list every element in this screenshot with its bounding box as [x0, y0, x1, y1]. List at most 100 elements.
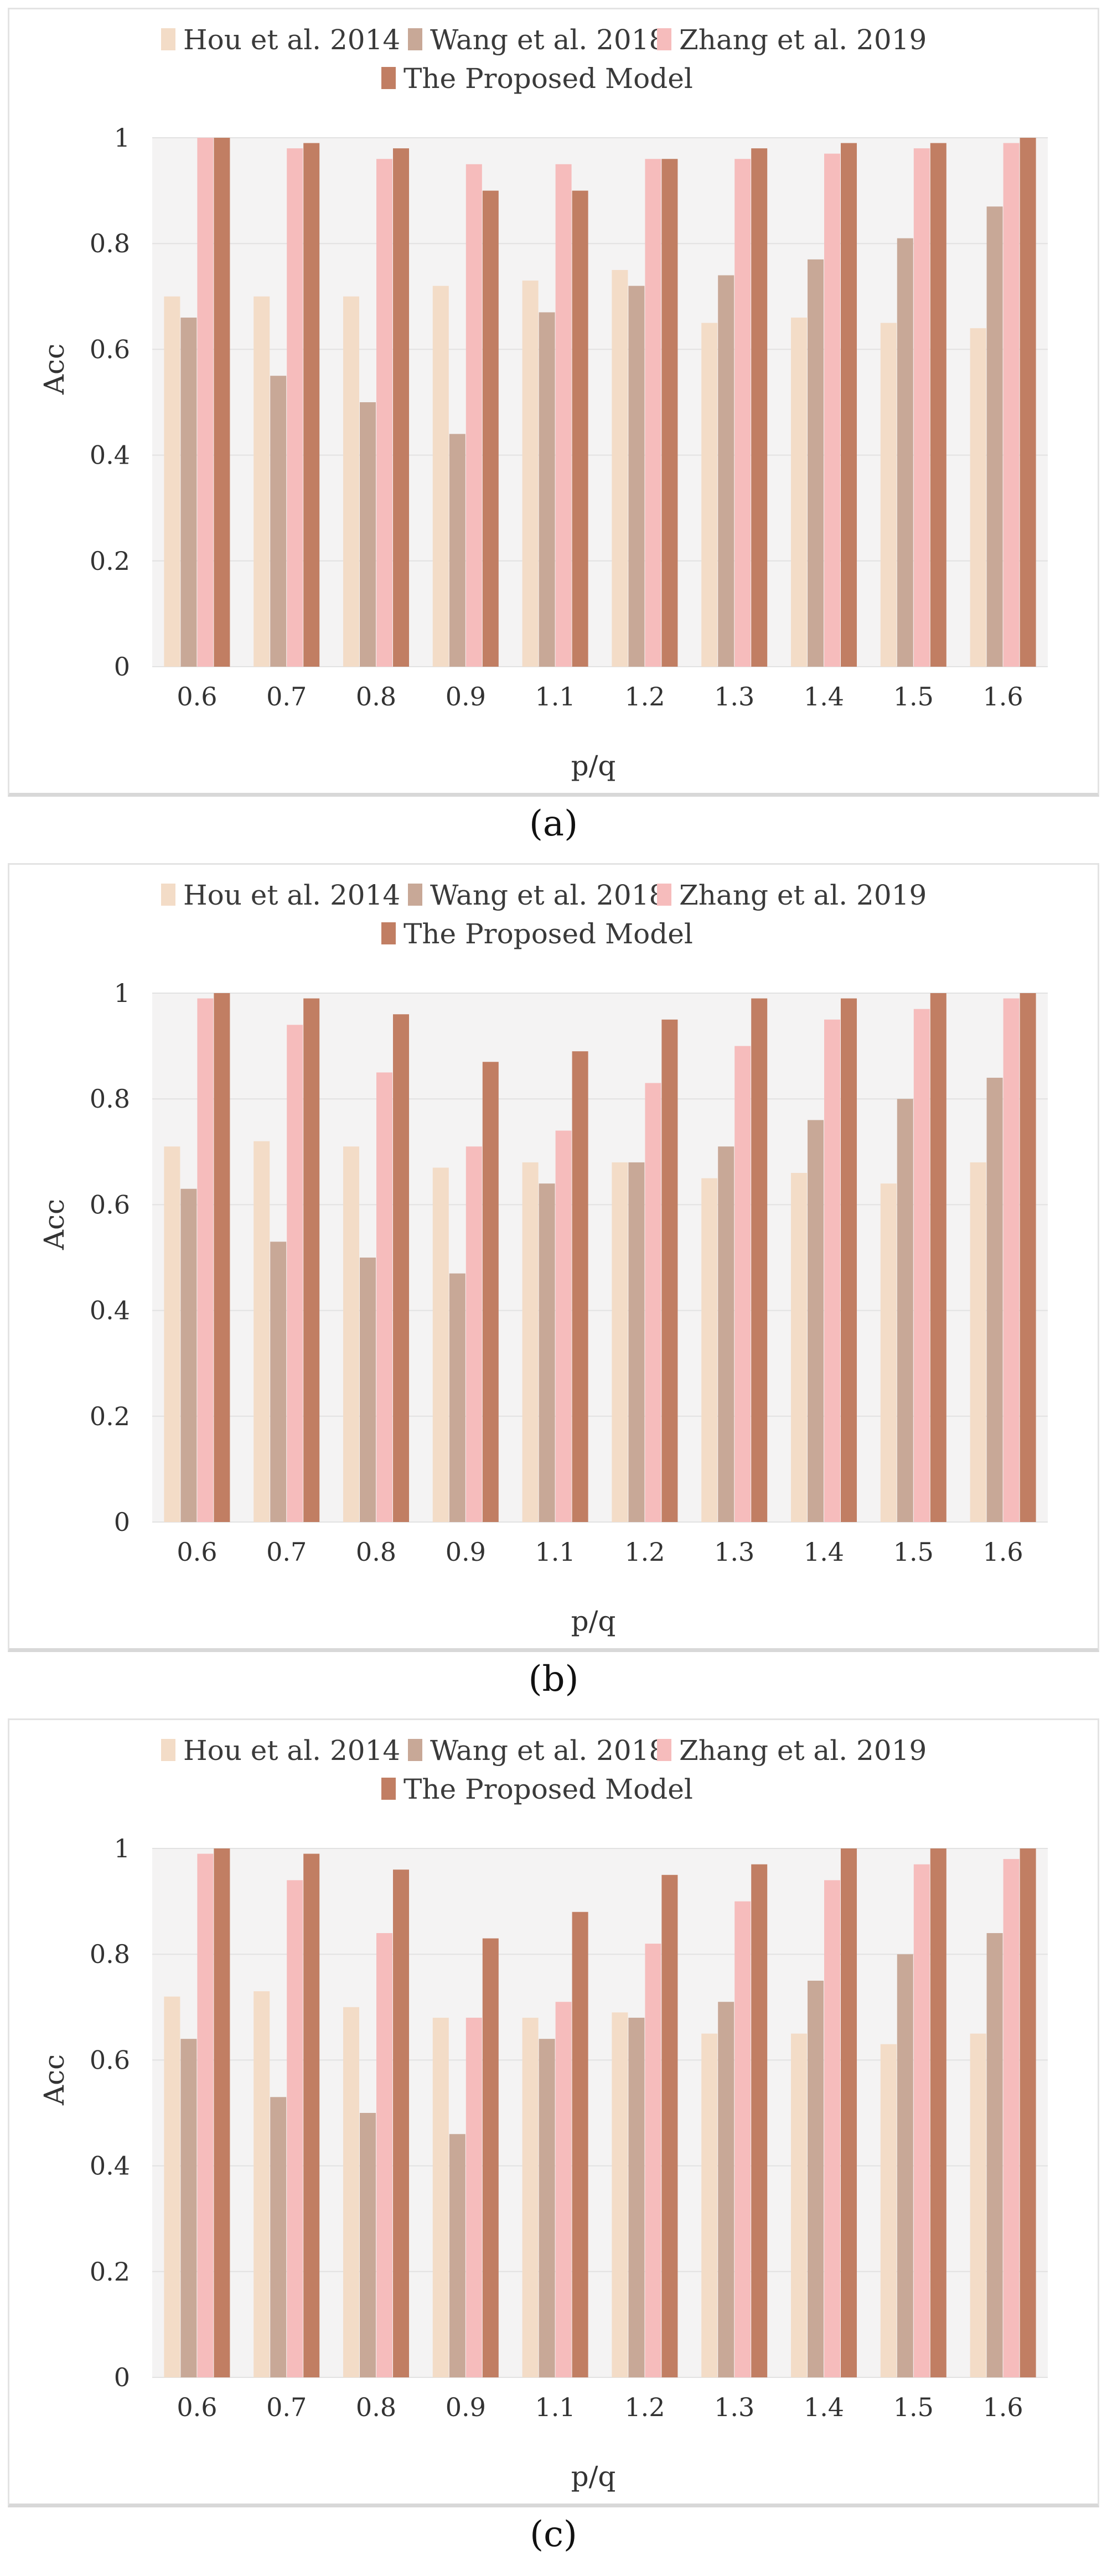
x-tick-label: 1.3	[714, 2392, 754, 2422]
y-tick-label: 0.2	[90, 1401, 130, 1431]
legend-label-zhang-2019: Zhang et al. 2019	[679, 1734, 927, 1767]
bar-proposed-model	[841, 998, 857, 1522]
legend-label-hou-2014: Hou et al. 2014	[183, 879, 400, 911]
legend-swatch-zhang-2019	[657, 28, 671, 50]
bar-zhang-2019	[645, 1944, 661, 2377]
bar-hou-2014	[522, 1162, 539, 1522]
bar-wang-2018	[897, 1954, 913, 2377]
bar-zhang-2019	[287, 1025, 303, 1522]
bar-wang-2018	[539, 312, 555, 667]
bar-wang-2018	[897, 238, 913, 667]
legend-swatch-wang-2018	[408, 1739, 422, 1761]
bar-hou-2014	[701, 2033, 718, 2377]
chart-svg-a: 0 0.2 0.4 0.6 0.8 1 0.6 0.7 0.8 0.9 1.1 1.2 1.3 1.4 1.…	[38, 24, 1048, 782]
bar-hou-2014	[880, 2044, 897, 2377]
y-tick-label: 1	[114, 978, 130, 1008]
chart-panel-b: 0 0.2 0.4 0.6 0.8 1 0.6 0.7 0.8 0.9 1.1 1.2 1.3 1.4 1.…	[8, 863, 1099, 1652]
bar-proposed-model	[661, 1019, 678, 1522]
legend-swatch-proposed-model	[381, 67, 396, 89]
x-tick-label: 0.6	[177, 1537, 217, 1567]
legend-swatch-hou-2014	[161, 1739, 175, 1761]
bar-zhang-2019	[1003, 143, 1020, 667]
bar-zhang-2019	[287, 1880, 303, 2377]
x-tick-label: 1.4	[804, 2392, 844, 2422]
bar-hou-2014	[970, 328, 986, 667]
bar-wang-2018	[539, 1183, 555, 1522]
bar-wang-2018	[628, 1162, 645, 1522]
bar-wang-2018	[449, 2134, 465, 2377]
bar-hou-2014	[432, 285, 449, 667]
legend-label-hou-2014: Hou et al. 2014	[183, 1734, 400, 1767]
bar-proposed-model	[482, 190, 499, 667]
x-tick-label: 0.6	[177, 2392, 217, 2422]
legend-swatch-zhang-2019	[657, 884, 671, 906]
bar-zhang-2019	[913, 1009, 930, 1522]
bar-zhang-2019	[645, 159, 661, 667]
bar-hou-2014	[970, 2033, 986, 2377]
x-tick-label: 1.1	[535, 682, 576, 711]
bar-proposed-model	[661, 159, 678, 667]
x-tick-label: 1.2	[624, 2392, 665, 2422]
chart-svg-b: 0 0.2 0.4 0.6 0.8 1 0.6 0.7 0.8 0.9 1.1 1.2 1.3 1.4 1.…	[38, 879, 1048, 1637]
bar-wang-2018	[270, 376, 287, 667]
bar-proposed-model	[661, 1874, 678, 2377]
bar-zhang-2019	[465, 2017, 482, 2377]
bar-proposed-model	[751, 998, 768, 1522]
bar-hou-2014	[432, 1167, 449, 1522]
bar-zhang-2019	[1003, 998, 1020, 1522]
x-tick-label: 1.1	[535, 2392, 576, 2422]
legend-label-zhang-2019: Zhang et al. 2019	[679, 24, 927, 56]
legend-swatch-proposed-model	[381, 1778, 396, 1800]
bar-proposed-model	[1020, 1848, 1036, 2377]
y-tick-label: 0.2	[90, 2257, 130, 2287]
bar-proposed-model	[393, 1869, 409, 2377]
bar-proposed-model	[751, 148, 768, 667]
bar-hou-2014	[254, 296, 270, 667]
bar-wang-2018	[449, 1273, 465, 1522]
y-axis-label: Acc	[38, 344, 70, 395]
bar-zhang-2019	[197, 1853, 214, 2377]
bar-proposed-model	[930, 143, 946, 667]
legend-swatch-proposed-model	[381, 922, 396, 944]
bar-zhang-2019	[824, 153, 840, 667]
legend-swatch-wang-2018	[408, 28, 422, 50]
bar-hou-2014	[164, 296, 180, 667]
bar-hou-2014	[880, 1183, 897, 1522]
bar-zhang-2019	[734, 1901, 751, 2377]
bar-zhang-2019	[555, 164, 572, 667]
bar-wang-2018	[628, 285, 645, 667]
bar-zhang-2019	[734, 159, 751, 667]
y-tick-label: 0.4	[90, 440, 130, 470]
chart-svg-c: 0 0.2 0.4 0.6 0.8 1 0.6 0.7 0.8 0.9 1.1 1.2 1.3 1.4 1.…	[38, 1734, 1048, 2492]
x-tick-label: 0.9	[446, 2392, 486, 2422]
bar-proposed-model	[841, 1848, 857, 2377]
bar-proposed-model	[303, 1853, 320, 2377]
bar-hou-2014	[522, 281, 539, 667]
bar-proposed-model	[930, 1848, 946, 2377]
y-tick-label: 0.6	[90, 1190, 130, 1219]
bar-zhang-2019	[376, 1072, 392, 1522]
bar-proposed-model	[930, 993, 946, 1522]
bar-hou-2014	[432, 2017, 449, 2377]
bar-zhang-2019	[555, 1130, 572, 1522]
bar-zhang-2019	[1003, 1859, 1020, 2377]
bar-proposed-model	[393, 148, 409, 667]
bar-hou-2014	[791, 318, 807, 667]
bar-proposed-model	[303, 143, 320, 667]
bar-zhang-2019	[913, 1864, 930, 2377]
y-tick-label: 1	[114, 1834, 130, 1863]
chart-panel-c: 0 0.2 0.4 0.6 0.8 1 0.6 0.7 0.8 0.9 1.1 1.2 1.3 1.4 1.…	[8, 1718, 1099, 2507]
bar-zhang-2019	[376, 159, 392, 667]
bar-zhang-2019	[913, 148, 930, 667]
bar-hou-2014	[343, 1146, 359, 1522]
x-tick-label: 0.9	[446, 682, 486, 711]
bar-hou-2014	[254, 1141, 270, 1522]
x-tick-label: 1.2	[624, 1537, 665, 1567]
bar-zhang-2019	[465, 1146, 482, 1522]
y-tick-label: 0.6	[90, 2045, 130, 2075]
bar-wang-2018	[180, 1188, 197, 1522]
x-tick-label: 1.6	[983, 682, 1023, 711]
bar-wang-2018	[718, 1146, 734, 1522]
legend-label-proposed-model: The Proposed Model	[404, 918, 693, 950]
bar-proposed-model	[303, 998, 320, 1522]
